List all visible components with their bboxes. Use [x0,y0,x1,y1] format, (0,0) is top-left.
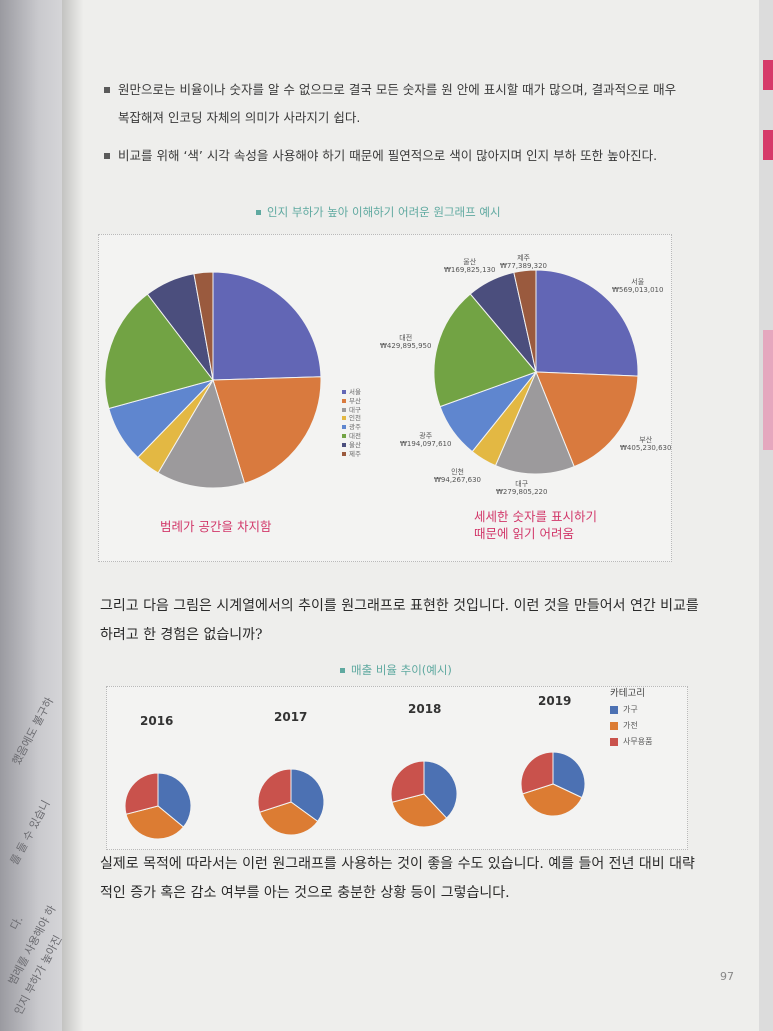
legend-item: 광주 [342,423,361,432]
legend-label: 인천 [349,414,361,423]
legend-title: 카테고리 [610,688,645,699]
pie-slice [433,293,537,408]
bullet-text: 비교를 위해 ‘색’ 시각 속성을 사용해야 하기 때문에 필연적으로 색이 많… [118,148,658,163]
bullet-icon [104,153,110,159]
legend-item: 인천 [342,414,361,423]
data-label: 대전 ₩429,895,950 [380,334,432,350]
bullet-item: 원만으로는 비율이나 숫자를 알 수 없으므로 결국 모든 숫자를 원 안에 표… [104,76,688,132]
pie-slice [104,293,214,410]
pie-slice [520,751,554,795]
pie-slice [193,271,214,381]
legend-label: 광주 [349,423,361,432]
legend-swatch [610,705,618,714]
legend-swatch [342,451,346,456]
legend-swatch [610,737,618,746]
page-number: 97 [720,970,734,983]
data-label: 대구 ₩279,805,220 [496,480,548,496]
data-label: 서울 ₩569,013,010 [612,278,664,294]
bullet-item: 비교를 위해 ‘색’ 시각 속성을 사용해야 하기 때문에 필연적으로 색이 많… [104,142,688,170]
legend-item: 사무용품 [610,734,652,750]
legend-swatch [342,390,346,394]
pie-slice [212,271,322,381]
pie-slice [257,768,292,813]
legend-swatch [342,398,346,403]
legend-item: 대구 [342,406,361,415]
page-gutter-shadow [62,0,84,1031]
legend-annotation: 범례가 공간을 차지함 [160,519,272,534]
legend-swatch [610,721,618,730]
legend-label: 서울 [349,388,361,396]
legend-label: 대전 [349,431,361,440]
category-legend: 카테고리 가구 가전 사무용품 [610,686,652,750]
legend-label: 부산 [349,396,361,405]
pie-slice [125,805,185,840]
number-annotation: 세세한 숫자를 표시하기 때문에 읽기 어려움 [474,509,597,541]
pie-slice [157,772,192,828]
legend-item: 서울 [342,388,361,397]
body-paragraph: 그리고 다음 그림은 시계열에서의 추이를 원그래프로 표현한 것입니다. 이런… [100,598,699,643]
pie-slice [290,768,325,823]
pie-legend: 서울 부산 대구 인천 광주 대전 울산 제주 [342,388,361,458]
left-page-edge: 했음에도 불구하 를 들 수 있습니 다. 범례를 사용해야 하 인지 부하가 … [0,0,65,1031]
caption-square-icon [340,668,345,673]
pie-slice [391,793,448,828]
pie-slice [535,269,639,377]
pie-slice [124,772,159,815]
year-label: 2019 [538,694,572,708]
pie-slice [513,269,537,373]
bullet-text: 원만으로는 비율이나 숫자를 알 수 없으므로 결국 모든 숫자를 원 안에 표… [118,82,677,125]
legend-swatch [342,416,346,421]
figure-caption-text: 인지 부하가 높아 이해하기 어려운 원그래프 예시 [267,205,501,219]
pie-slice [212,376,322,484]
pie-slice [552,751,586,799]
figure-caption: 인지 부하가 높아 이해하기 어려운 원그래프 예시 [256,204,501,220]
body-paragraph: 실제로 목적에 따라서는 이런 원그래프를 사용하는 것이 좋을 수도 있습니다… [100,856,695,901]
figure-caption: 매출 비율 추이(예시) [340,662,452,678]
data-label: 인천 ₩94,267,630 [434,468,482,484]
next-page-edge [759,0,773,1031]
pie-slice [494,370,575,475]
year-label: 2018 [408,702,442,716]
legend-item: 제주 [342,450,361,459]
data-label: 광주 ₩194,097,610 [400,432,452,448]
figure-frame [106,686,688,850]
legend-item: 울산 [342,441,361,450]
legend-label: 제주 [349,449,361,458]
legend-item: 부산 [342,397,361,406]
pie-slice [258,801,319,836]
pie-slice [390,760,425,803]
legend-label: 대구 [349,405,361,414]
pie-slice [157,378,246,489]
legend-label: 울산 [349,440,361,449]
legend-item: 대전 [342,432,361,441]
caption-square-icon [256,210,261,215]
data-label: 부산 ₩405,230,630 [620,436,672,452]
legend-swatch [342,442,346,447]
legend-item: 가전 [610,718,652,734]
tab-marker [763,330,773,450]
bullet-icon [104,87,110,93]
legend-swatch [342,425,346,430]
year-label: 2017 [274,710,308,724]
pie-slice [535,371,639,468]
legend-swatch [342,433,346,438]
tab-marker [763,60,773,90]
data-label: 울산 ₩169,825,130 [444,258,496,274]
tab-marker [763,130,773,160]
figure-caption-text: 매출 비율 추이(예시) [351,663,452,677]
legend-swatch [342,407,346,412]
pie-slice [521,783,583,817]
pie-slice [423,760,458,819]
legend-item: 가구 [610,702,652,718]
year-label: 2016 [140,714,174,728]
data-label: 제주 ₩77,389,320 [500,254,548,270]
